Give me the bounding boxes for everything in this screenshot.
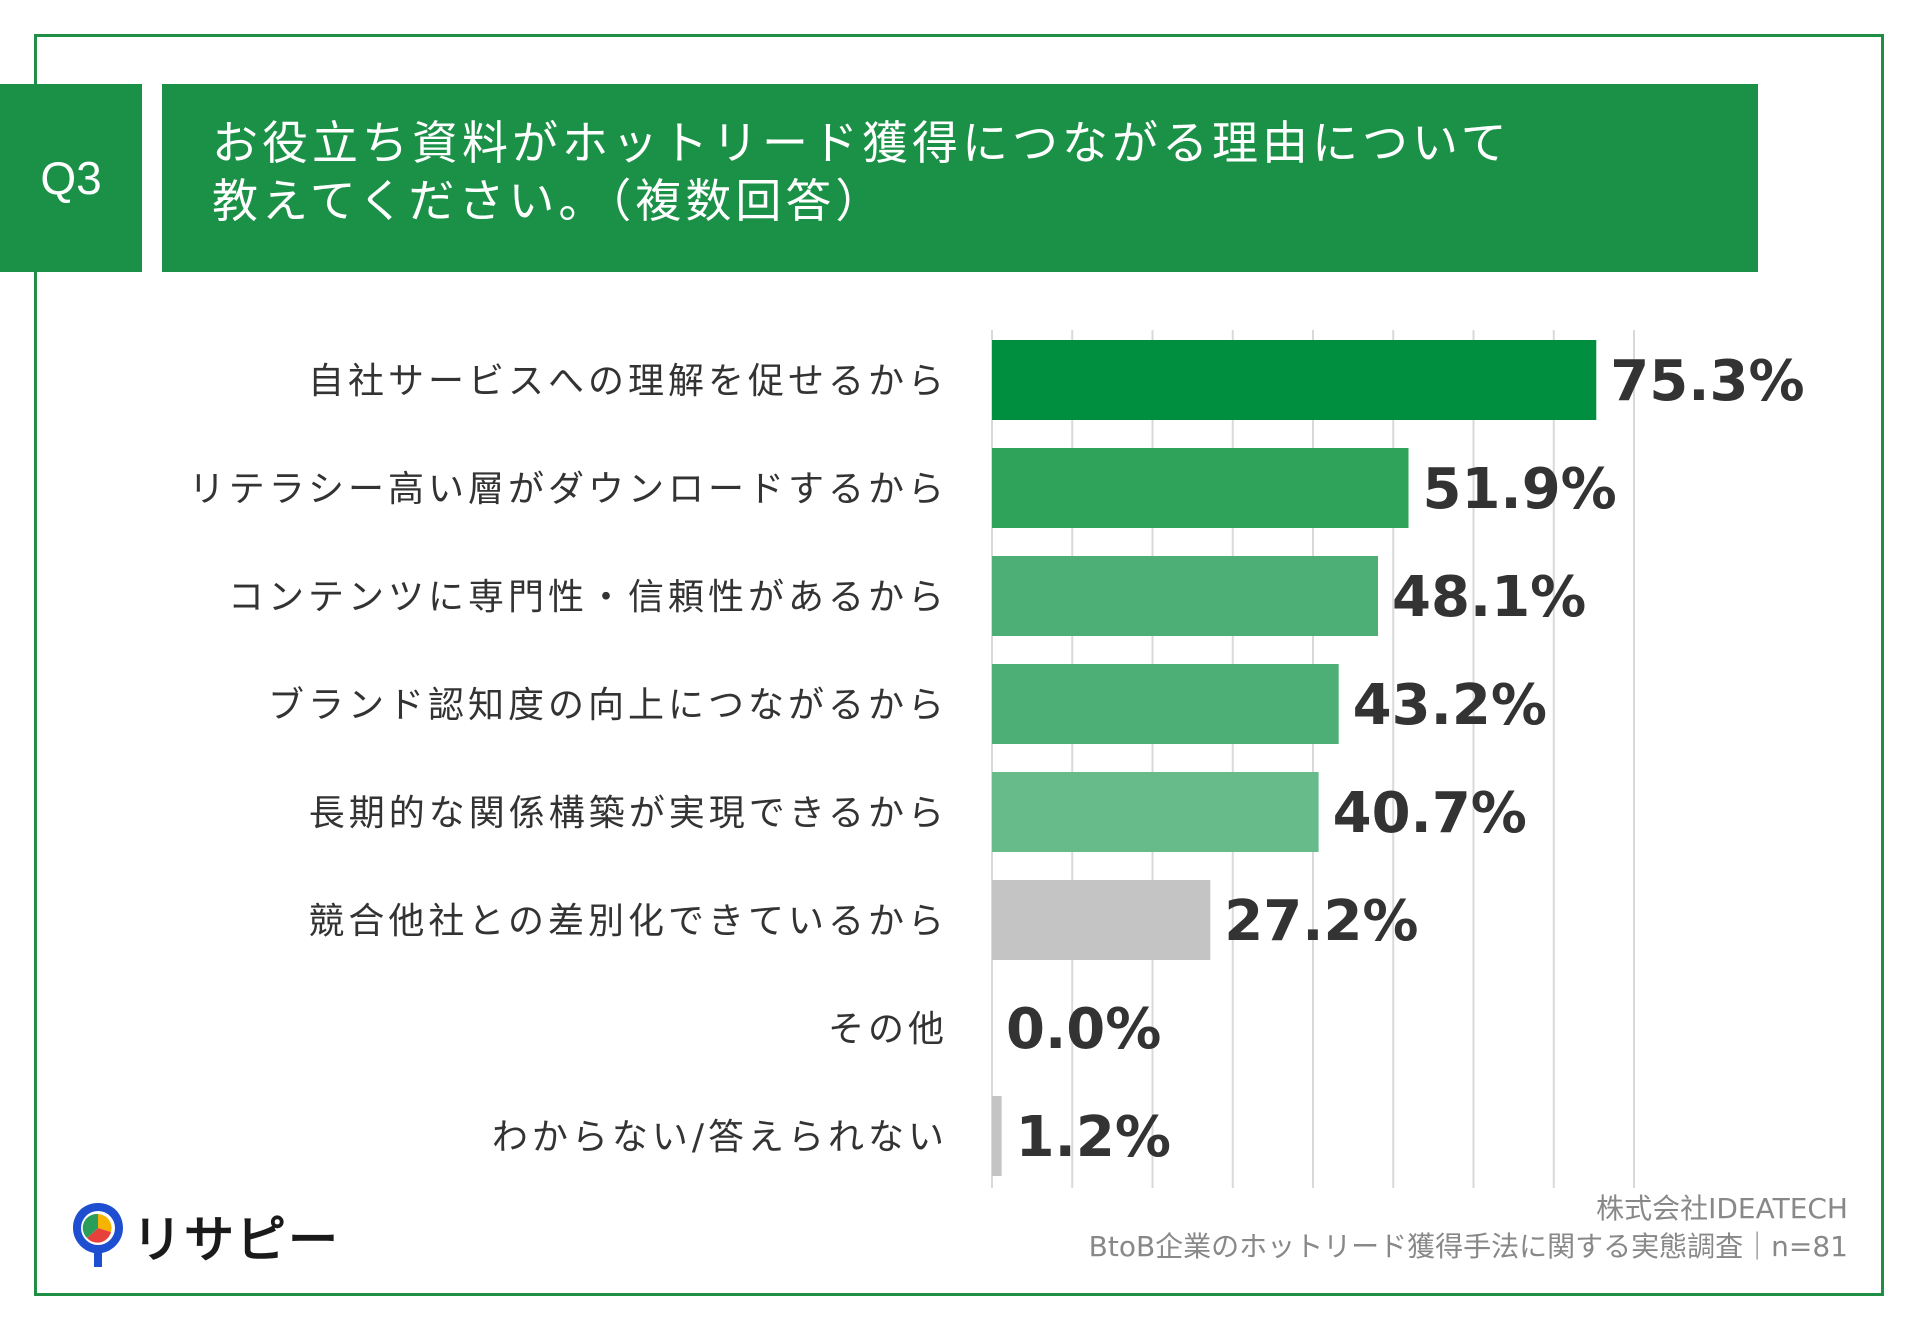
- value-label: 40.7%: [1333, 781, 1527, 846]
- source-note: 株式会社IDEATECH BtoB企業のホットリード獲得手法に関する実態調査｜n…: [1089, 1190, 1848, 1266]
- category-label: コンテンツに専門性・信頼性があるから: [228, 577, 948, 618]
- category-label: 競合他社との差別化できているから: [308, 901, 948, 942]
- pin-logo-icon: [73, 1203, 123, 1267]
- category-label: リテラシー高い層がダウンロードするから: [189, 469, 948, 510]
- bar: [992, 448, 1409, 528]
- bar: [992, 880, 1211, 960]
- value-label: 75.3%: [1610, 349, 1804, 414]
- category-label: ブランド認知度の向上につながるから: [268, 685, 948, 726]
- question-number: Q3: [40, 152, 102, 204]
- source-company: 株式会社IDEATECH: [1596, 1192, 1848, 1225]
- question-number-badge: Q3: [0, 84, 142, 272]
- category-label: 長期的な関係構築が実現できるから: [309, 793, 948, 834]
- value-label: 43.2%: [1353, 673, 1547, 738]
- bar: [992, 1096, 1002, 1176]
- logo: リサピー: [70, 1200, 340, 1272]
- question-title-line1: お役立ち資料がホットリード獲得につながる理由について: [212, 116, 1511, 170]
- frame-border: [34, 34, 1884, 1296]
- category-label: その他: [828, 1009, 948, 1050]
- question-title: お役立ち資料がホットリード獲得につながる理由について 教えてください。（複数回答…: [162, 84, 1758, 272]
- bar: [992, 664, 1339, 744]
- logo-text: リサピー: [132, 1211, 340, 1269]
- value-label: 48.1%: [1392, 565, 1586, 630]
- source-survey: BtoB企業のホットリード獲得手法に関する実態調査｜n=81: [1088, 1230, 1848, 1263]
- category-label: わからない/答えられない: [492, 1117, 948, 1158]
- category-label: 自社サービスへの理解を促せるから: [308, 361, 948, 402]
- value-label: 1.2%: [1016, 1105, 1171, 1170]
- value-label: 27.2%: [1224, 889, 1418, 954]
- value-label: 0.0%: [1006, 997, 1161, 1062]
- bar: [992, 772, 1319, 852]
- value-label: 51.9%: [1422, 457, 1616, 522]
- question-title-line2: 教えてください。（複数回答）: [212, 174, 886, 228]
- bar: [992, 556, 1379, 636]
- bar: [992, 340, 1597, 420]
